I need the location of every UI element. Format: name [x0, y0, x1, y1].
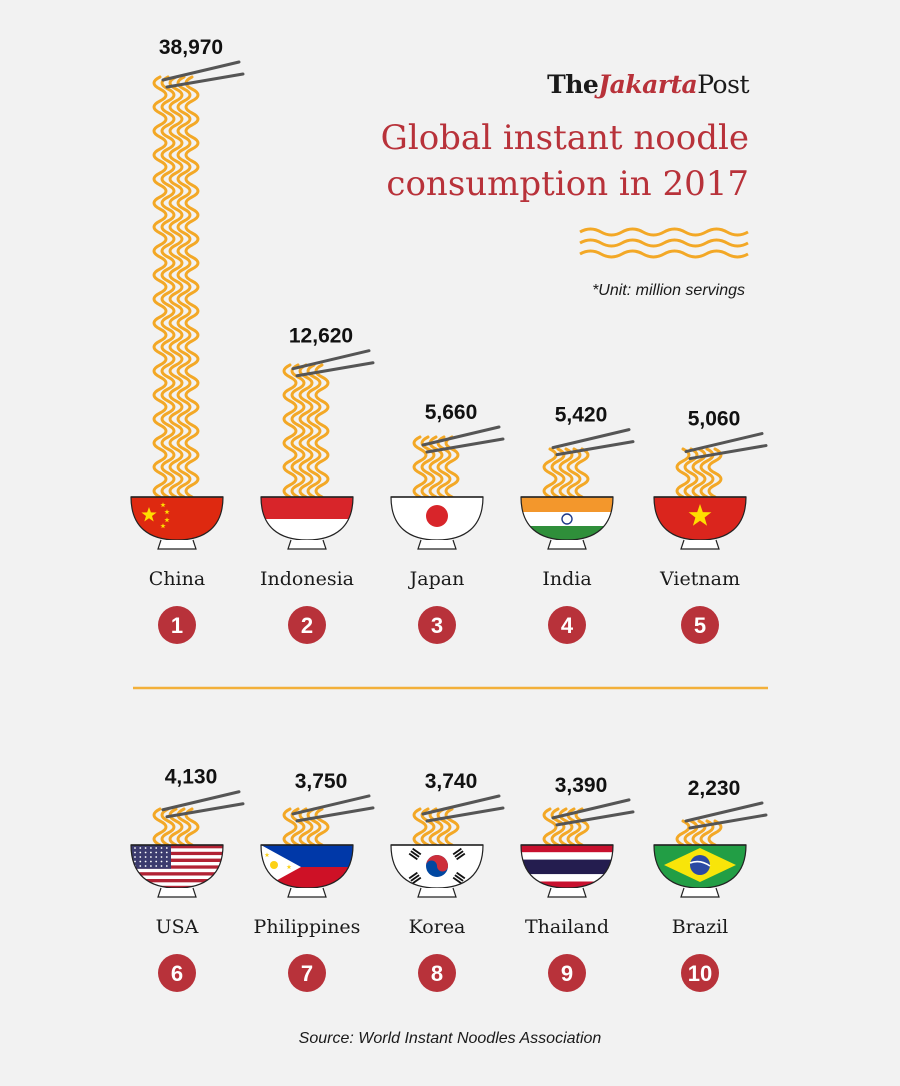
value-label: 5,420 — [555, 404, 608, 427]
value-label: 3,750 — [295, 770, 348, 793]
india-flag — [521, 497, 613, 540]
usa-bowl — [130, 844, 224, 898]
philippines-flag — [261, 845, 353, 888]
brand-jakarta: Jakarta — [598, 70, 698, 99]
country-label: Thailand — [525, 916, 609, 938]
value-label: 4,130 — [165, 766, 218, 789]
japan-bowl — [390, 496, 484, 550]
rank-number: 10 — [688, 961, 712, 986]
rank-badge — [158, 954, 196, 992]
noodle-bar — [282, 807, 330, 847]
japan-flag — [391, 497, 483, 540]
rank-badge — [548, 954, 586, 992]
chopsticks — [421, 425, 505, 454]
chopsticks — [551, 798, 635, 827]
country-label: Vietnam — [659, 568, 740, 590]
philippines-bowl — [260, 844, 354, 898]
chart-title: Global instant noodle consumption in 201… — [329, 115, 749, 207]
chopsticks — [161, 790, 245, 819]
vietnam-flag — [654, 497, 746, 540]
value-label: 2,230 — [688, 777, 741, 800]
chopsticks — [161, 60, 245, 89]
brand-logo: TheJakartaPost — [547, 70, 749, 99]
chopsticks — [684, 432, 768, 461]
rank-badge — [418, 954, 456, 992]
china-bowl — [130, 496, 224, 550]
rank-badge — [681, 606, 719, 644]
chopsticks — [291, 349, 375, 378]
chopsticks — [421, 794, 505, 823]
unit-note: *Unit: million servings — [592, 282, 745, 299]
brand-post: Post — [697, 70, 749, 99]
rank-badge — [158, 606, 196, 644]
value-label: 12,620 — [289, 325, 353, 348]
country-label: Brazil — [672, 916, 729, 938]
country-label: USA — [156, 916, 199, 938]
noodle-bar — [282, 363, 330, 499]
rank-badge — [418, 606, 456, 644]
rank-number: 9 — [561, 961, 573, 986]
rank-number: 6 — [171, 961, 183, 986]
rank-badge — [288, 954, 326, 992]
rank-number: 2 — [301, 613, 313, 638]
rank-badge — [288, 606, 326, 644]
decorative-wave-1 — [579, 227, 749, 237]
noodle-bar — [152, 75, 200, 499]
value-label: 3,740 — [425, 770, 478, 793]
decorative-wave-3 — [579, 249, 749, 259]
value-label: 38,970 — [159, 36, 223, 59]
rank-number: 8 — [431, 961, 443, 986]
source-note: Source: World Instant Noodles Associatio… — [298, 1030, 602, 1047]
rank-number: 1 — [171, 613, 183, 638]
korea-bowl — [390, 844, 484, 898]
noodle-bar — [412, 807, 460, 847]
decorative-wave-2 — [579, 238, 749, 248]
country-label: India — [542, 568, 591, 590]
value-label: 3,390 — [555, 774, 608, 797]
indonesia-flag — [261, 497, 353, 540]
value-label: 5,660 — [425, 401, 478, 424]
country-label: Japan — [408, 568, 465, 590]
indonesia-bowl — [260, 496, 354, 550]
noodle-bar — [542, 447, 590, 499]
rank-badge — [548, 606, 586, 644]
rank-number: 3 — [431, 613, 443, 638]
country-label: Philippines — [254, 916, 361, 938]
country-label: China — [149, 568, 205, 590]
vietnam-bowl — [653, 496, 747, 550]
thailand-bowl — [520, 844, 614, 898]
title-line-1: Global instant noodle — [380, 118, 749, 158]
india-bowl — [520, 496, 614, 550]
value-label: 5,060 — [688, 408, 741, 431]
rank-number: 7 — [301, 961, 313, 986]
thailand-flag — [521, 845, 613, 888]
country-label: Indonesia — [260, 568, 354, 590]
chopsticks — [291, 794, 375, 823]
usa-flag — [131, 845, 223, 888]
chopsticks — [551, 428, 635, 457]
brand-the: The — [547, 70, 599, 99]
korea-flag — [391, 845, 483, 888]
noodle-bar — [412, 435, 460, 499]
chopsticks — [684, 801, 768, 830]
brazil-flag — [654, 845, 746, 888]
title-line-2: consumption in 2017 — [386, 164, 749, 204]
country-label: Korea — [409, 916, 466, 938]
noodle-bar — [152, 807, 200, 847]
rank-number: 4 — [561, 613, 574, 638]
rank-number: 5 — [694, 613, 706, 638]
rank-badge — [681, 954, 719, 992]
china-flag — [131, 497, 223, 540]
brazil-bowl — [653, 844, 747, 898]
